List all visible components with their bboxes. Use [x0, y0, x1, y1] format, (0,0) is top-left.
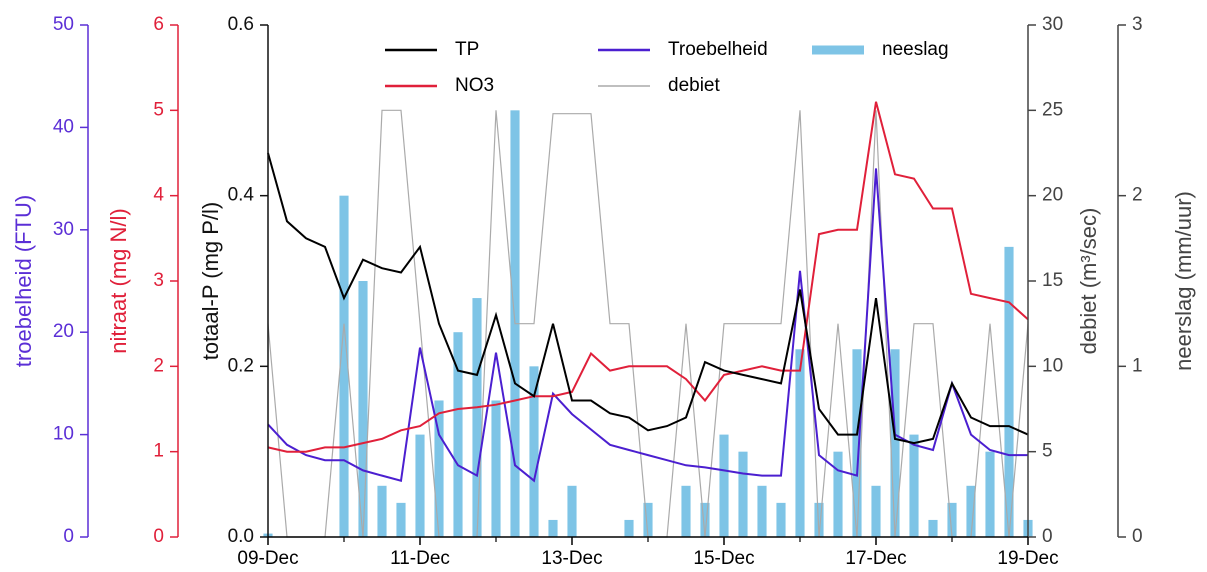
precip-bar	[776, 502, 786, 537]
precip-bar	[814, 502, 824, 537]
x-tick-label: 19-Dec	[997, 548, 1058, 569]
y-tick-label: 15	[1042, 270, 1063, 291]
y-tick-label: 0	[63, 526, 74, 547]
y-axis-title: troebelheid (FTU)	[11, 195, 36, 367]
y-tick-label: 10	[53, 424, 74, 445]
y-tick-label: 0.2	[228, 355, 254, 376]
y-tick-label: 0	[1132, 526, 1143, 547]
precip-bar	[909, 434, 919, 537]
y-axis-title: debiet (m³/sec)	[1076, 208, 1101, 355]
y-tick-label: 0	[153, 526, 164, 547]
precip-bar	[928, 519, 938, 537]
y-tick-label: 0.0	[228, 526, 254, 547]
y-axis-title: neerslag (mm/uur)	[1171, 191, 1196, 371]
y-tick-label: 0	[1042, 526, 1053, 547]
precip-bar	[1004, 246, 1014, 537]
precip-bar	[795, 349, 805, 537]
legend-label: neeslag	[882, 39, 949, 60]
precip-bar	[453, 332, 463, 537]
precip-bar	[434, 400, 444, 537]
y-tick-label: 4	[153, 185, 164, 206]
precip-bar	[757, 485, 767, 537]
precip-bar	[567, 485, 577, 537]
y-tick-label: 1	[153, 441, 164, 462]
precip-bar	[833, 451, 843, 537]
precip-bar	[415, 434, 425, 537]
y-tick-label: 40	[53, 116, 74, 137]
precip-bar	[681, 485, 691, 537]
precip-bar	[852, 349, 862, 537]
legend-label: debiet	[668, 75, 720, 96]
precip-bar	[472, 298, 482, 537]
precip-bar	[966, 485, 976, 537]
precip-bar	[339, 195, 349, 537]
x-tick-label: 15-Dec	[693, 548, 754, 569]
legend-label: TP	[455, 39, 479, 60]
precip-bar	[624, 519, 634, 537]
precip-bar	[529, 366, 539, 537]
precip-bar	[491, 400, 501, 537]
precip-bar	[396, 502, 406, 537]
precip-bar	[871, 485, 881, 537]
y-tick-label: 3	[1132, 14, 1143, 35]
y-tick-label: 20	[53, 321, 74, 342]
precip-bar	[377, 485, 387, 537]
y-tick-label: 20	[1042, 185, 1063, 206]
y-tick-label: 25	[1042, 99, 1063, 120]
precip-bar	[719, 434, 729, 537]
y-tick-label: 30	[53, 219, 74, 240]
precip-bar	[643, 502, 653, 537]
x-tick-label: 17-Dec	[845, 548, 906, 569]
series-line	[267, 101, 1029, 453]
series-line	[267, 168, 1028, 483]
y-axis-title: nitraat (mg N/l)	[106, 208, 131, 353]
y-tick-label: 30	[1042, 14, 1063, 35]
y-tick-label: 0.6	[228, 14, 254, 35]
y-tick-label: 50	[53, 14, 74, 35]
y-axis-title: totaal-P (mg P/l)	[198, 202, 223, 361]
precip-bar	[985, 451, 995, 537]
y-tick-label: 6	[153, 14, 164, 35]
legend-label: NO3	[455, 75, 494, 96]
x-tick-label: 13-Dec	[541, 548, 602, 569]
y-tick-label: 3	[153, 270, 164, 291]
y-tick-label: 0.4	[228, 185, 255, 206]
precip-bar	[700, 502, 710, 537]
x-tick-label: 11-Dec	[390, 548, 450, 569]
y-tick-label: 2	[1132, 185, 1143, 206]
y-tick-label: 2	[153, 355, 164, 376]
precip-bar	[947, 502, 957, 537]
precip-bar	[548, 519, 558, 537]
precip-bar	[890, 349, 900, 537]
precip-bar	[358, 281, 368, 537]
y-tick-label: 5	[153, 99, 164, 120]
y-tick-label: 1	[1132, 355, 1143, 376]
y-tick-label: 10	[1042, 355, 1063, 376]
series-line	[267, 152, 1029, 445]
y-tick-label: 5	[1042, 441, 1053, 462]
legend-label: Troebelheid	[668, 39, 768, 60]
precip-bar	[738, 451, 748, 537]
x-tick-label: 09-Dec	[237, 548, 298, 569]
